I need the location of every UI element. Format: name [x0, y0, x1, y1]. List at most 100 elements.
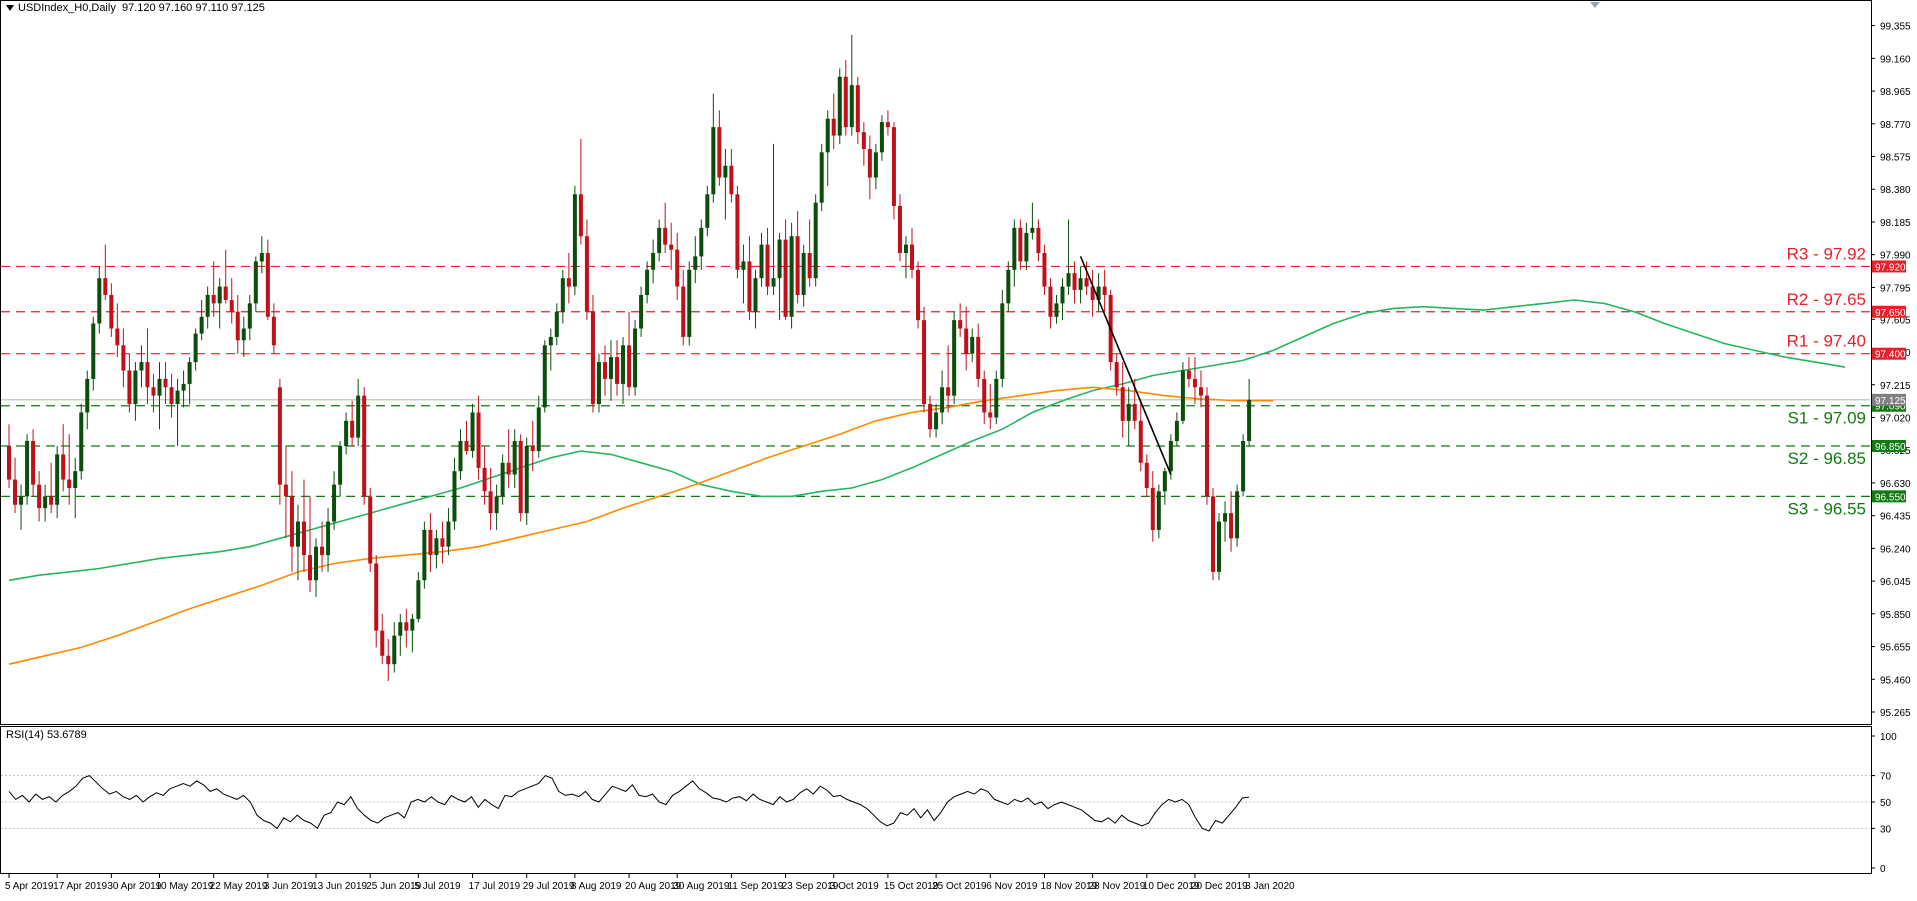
- candle: [85, 370, 90, 430]
- candle-body: [867, 148, 872, 178]
- candle-body: [211, 294, 216, 304]
- level-price-tag: 97.650: [1875, 308, 1906, 319]
- level-price-tag: 97.090: [1875, 402, 1906, 413]
- candle-body: [398, 622, 403, 636]
- candle: [536, 395, 541, 458]
- candle: [1144, 454, 1149, 497]
- candle: [741, 244, 746, 304]
- candle-body: [578, 194, 583, 237]
- candle-body: [193, 333, 198, 363]
- candle-body: [440, 538, 445, 547]
- price-tick-label: 97.795: [1880, 283, 1911, 294]
- candle-body: [1006, 269, 1011, 304]
- candle-body: [344, 420, 349, 447]
- candle: [795, 211, 800, 304]
- candle: [386, 638, 391, 681]
- candle: [1235, 484, 1240, 547]
- candle: [434, 529, 439, 569]
- candle-body: [1247, 399, 1252, 441]
- candle-body: [1150, 487, 1155, 530]
- time-tick-label: 25 Oct 2019: [932, 881, 987, 892]
- level-price-tag: 97.400: [1875, 350, 1906, 361]
- candle: [783, 219, 788, 321]
- time-tick-label: 28 Nov 2019: [1089, 881, 1146, 892]
- candle-body: [386, 655, 391, 665]
- candle: [1198, 370, 1203, 408]
- candle-body: [277, 387, 282, 485]
- candle-body: [356, 395, 361, 438]
- candle: [235, 294, 240, 354]
- candle-body: [1114, 362, 1119, 388]
- level-label: S2 - 96.85: [1788, 449, 1866, 468]
- candle: [873, 143, 878, 190]
- candle: [1247, 378, 1252, 447]
- candle: [861, 122, 866, 166]
- candle-body: [1048, 286, 1053, 317]
- candle: [1126, 387, 1131, 447]
- candle: [825, 110, 830, 186]
- price-tick-label: 98.185: [1880, 218, 1911, 229]
- candle: [663, 202, 668, 254]
- candle: [1060, 278, 1065, 321]
- candle-body: [67, 479, 72, 488]
- time-tick-label: 17 Jul 2019: [469, 881, 521, 892]
- candle: [217, 278, 222, 329]
- candle: [759, 232, 764, 287]
- candle-body: [488, 491, 493, 514]
- candle-body: [572, 194, 577, 287]
- candle-body: [181, 383, 186, 391]
- candle: [1241, 434, 1246, 497]
- candle-body: [1241, 440, 1246, 492]
- candle-body: [314, 546, 319, 581]
- candle-body: [133, 370, 138, 405]
- candle: [19, 484, 24, 530]
- candle: [1180, 362, 1185, 425]
- candle-body: [621, 345, 626, 384]
- candle-body: [25, 440, 30, 497]
- candle-body: [801, 253, 806, 295]
- candle: [193, 328, 198, 371]
- candle-body: [1138, 420, 1143, 463]
- candle-body: [127, 370, 132, 405]
- price-tick-label: 96.435: [1880, 512, 1911, 523]
- candle-body: [380, 630, 385, 656]
- candle-body: [61, 454, 66, 480]
- candle-body: [916, 269, 921, 321]
- collapse-triangle-icon[interactable]: [6, 5, 14, 12]
- candle-body: [301, 521, 306, 556]
- candle: [289, 471, 294, 572]
- price-tick-label: 98.770: [1880, 120, 1911, 131]
- candle-body: [410, 618, 415, 631]
- candle: [133, 362, 138, 421]
- candle: [482, 446, 487, 505]
- candle: [813, 194, 818, 287]
- candle-body: [247, 303, 252, 329]
- candle: [849, 34, 854, 136]
- candle: [723, 148, 728, 220]
- candle: [374, 555, 379, 648]
- candle: [609, 340, 613, 401]
- candle-body: [199, 316, 204, 334]
- candle-body: [657, 227, 662, 254]
- candle: [338, 440, 343, 497]
- candle: [627, 311, 632, 396]
- current-price-tag-bg: [1872, 393, 1906, 406]
- candle: [645, 261, 650, 304]
- candle-body: [964, 328, 969, 354]
- candle-body: [362, 395, 367, 497]
- candle-body: [295, 521, 300, 547]
- candle-body: [169, 387, 174, 405]
- candle: [615, 340, 620, 396]
- rsi-tick-label: 30: [1880, 824, 1892, 835]
- scroll-marker-icon[interactable]: [1590, 2, 1600, 8]
- time-tick-label: 30 Apr 2019: [107, 881, 161, 892]
- candle: [970, 328, 975, 363]
- candle-body: [639, 294, 644, 329]
- candle: [205, 286, 210, 329]
- candle-body: [1018, 227, 1023, 262]
- candle: [1174, 412, 1179, 447]
- price-tick-label: 99.355: [1880, 22, 1911, 33]
- candle-body: [855, 85, 860, 133]
- candle: [494, 484, 499, 530]
